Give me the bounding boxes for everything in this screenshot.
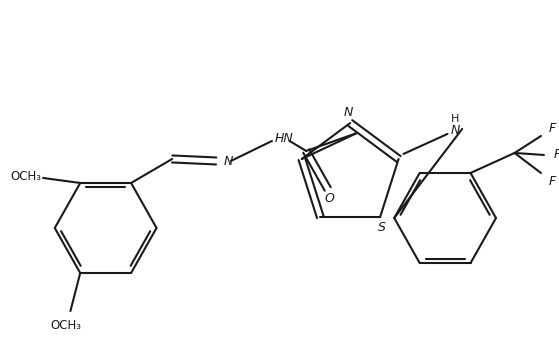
Text: N: N [451, 125, 460, 137]
Text: OCH₃: OCH₃ [50, 319, 81, 332]
Text: OCH₃: OCH₃ [10, 171, 41, 183]
Text: O: O [325, 193, 335, 205]
Text: HN: HN [275, 132, 293, 145]
Text: S: S [378, 221, 386, 234]
Text: F: F [549, 122, 556, 136]
Text: N: N [344, 107, 353, 120]
Text: H: H [451, 114, 459, 124]
Text: F: F [549, 176, 556, 188]
Text: N: N [224, 155, 234, 169]
Text: F: F [554, 148, 559, 161]
